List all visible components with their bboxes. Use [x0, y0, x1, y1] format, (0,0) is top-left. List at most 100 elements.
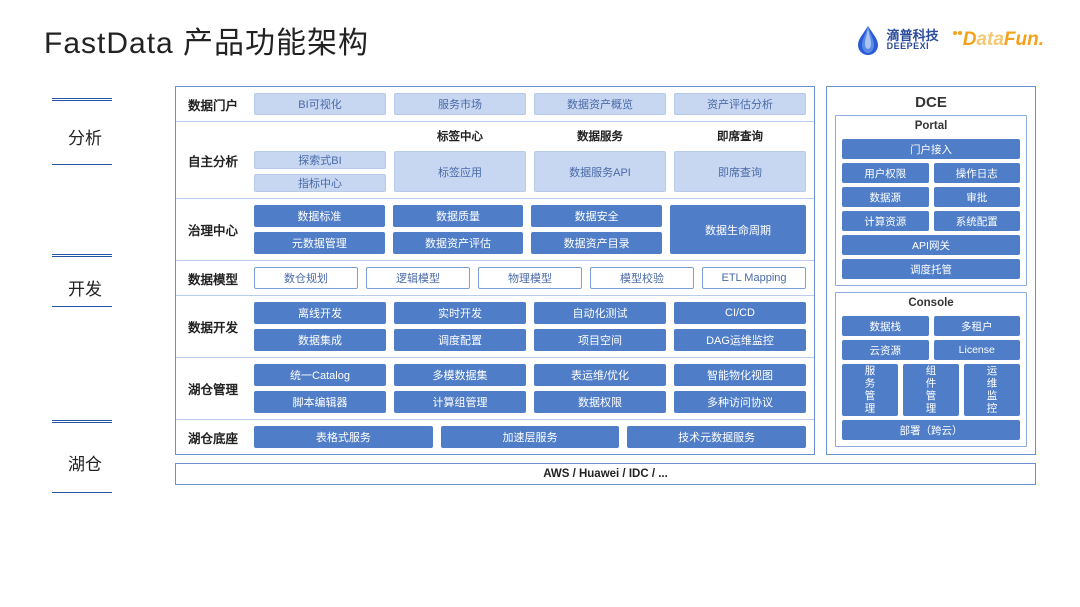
- feature-pill: ETL Mapping: [702, 267, 806, 289]
- row-label: 湖仓底座: [176, 420, 250, 454]
- dce-pill: 操作日志: [934, 163, 1021, 183]
- feature-pill: 离线开发: [254, 302, 386, 324]
- feature-pill: 服务市场: [394, 93, 526, 115]
- dce-pill: 数据栈: [842, 316, 929, 336]
- dce-group: Portal 门户接入用户权限操作日志数据源审批计算资源系统配置 API网关调度托管: [835, 115, 1027, 286]
- deepexi-logo: 滴普科技 DEEPEXI: [855, 25, 939, 55]
- dce-pill: 组件管理: [903, 364, 959, 416]
- row-body: 数仓规划逻辑模型物理模型模型校验ETL Mapping: [250, 261, 814, 295]
- feature-pill: 数据权限: [534, 391, 666, 413]
- feature-pill: 数据标准: [254, 205, 385, 227]
- header: FastData 产品功能架构 滴普科技 DEEPEXI DataFun.: [0, 0, 1080, 70]
- feature-pill: 元数据管理: [254, 232, 385, 254]
- feature-pill: 多模数据集: [394, 364, 526, 386]
- arch-row-base: 湖仓底座表格式服务加速层服务技术元数据服务: [176, 420, 814, 454]
- row-body: 数据标准数据质量数据安全元数据管理数据资产评估数据资产目录数据生命周期: [250, 199, 814, 260]
- logo-group: 滴普科技 DEEPEXI DataFun.: [855, 25, 1044, 55]
- feature-pill: 表运维/优化: [534, 364, 666, 386]
- feature-pill: 数据资产评估: [393, 232, 524, 254]
- feature-pill: 表格式服务: [254, 426, 433, 448]
- feature-pill: 数仓规划: [254, 267, 358, 289]
- row-label: 数据门户: [176, 87, 250, 121]
- dce-pill: 部署（跨云）: [842, 420, 1020, 440]
- row-body: BI可视化服务市场数据资产概览资产评估分析: [250, 87, 814, 121]
- category-divider: [52, 164, 112, 165]
- droplet-icon: [855, 25, 881, 55]
- dce-pill: 云资源: [842, 340, 929, 360]
- dce-pill: 门户接入: [842, 139, 1020, 159]
- dce-pill: License: [934, 340, 1021, 360]
- feature-pill: 调度配置: [394, 329, 526, 351]
- arch-row-model: 数据模型数仓规划逻辑模型物理模型模型校验ETL Mapping: [176, 261, 814, 296]
- row-label: 湖仓管理: [176, 358, 250, 419]
- feature-pill: 数据质量: [393, 205, 524, 227]
- category-divider: [52, 492, 112, 493]
- row-body: 表格式服务加速层服务技术元数据服务: [250, 420, 814, 454]
- feature-pill: 探索式BI: [254, 151, 386, 169]
- dce-group-title: Portal: [842, 120, 1020, 135]
- dce-title: DCE: [835, 91, 1027, 115]
- main-architecture: 数据门户BI可视化服务市场数据资产概览资产评估分析自主分析探索式BI指标中心标签…: [175, 86, 815, 455]
- feature-pill: 技术元数据服务: [627, 426, 806, 448]
- feature-pill: DAG运维监控: [674, 329, 806, 351]
- category-divider: [52, 306, 112, 307]
- feature-pill: CI/CD: [674, 302, 806, 324]
- row-body: 离线开发实时开发自动化测试CI/CD数据集成调度配置项目空间DAG运维监控: [250, 296, 814, 357]
- dce-pill: 用户权限: [842, 163, 929, 183]
- feature-pill: 实时开发: [394, 302, 526, 324]
- feature-pill: 数据资产概览: [534, 93, 666, 115]
- dce-group: Console数据栈多租户云资源License服务管理组件管理运维监控部署（跨云…: [835, 292, 1027, 447]
- category-divider: [52, 98, 112, 101]
- feature-pill: 数据集成: [254, 329, 386, 351]
- dce-group-title: Console: [842, 297, 1020, 312]
- col-header: 标签中心: [394, 128, 526, 146]
- dce-pill: API网关: [842, 235, 1020, 255]
- datafun-logo: DataFun.: [953, 29, 1044, 51]
- feature-pill: 标签应用: [394, 151, 526, 192]
- feature-pill: BI可视化: [254, 93, 386, 115]
- diagram-stage: 分析开发湖仓 数据门户BI可视化服务市场数据资产概览资产评估分析自主分析探索式B…: [0, 80, 1080, 607]
- row-label: 数据模型: [176, 261, 250, 295]
- feature-pill: 即席查询: [674, 151, 806, 192]
- row-label: 数据开发: [176, 296, 250, 357]
- feature-pill: 数据生命周期: [670, 205, 806, 254]
- feature-pill: 脚本编辑器: [254, 391, 386, 413]
- footer-bar: AWS / Huawei / IDC / ...: [175, 463, 1036, 485]
- col-header: 数据服务: [534, 128, 666, 146]
- feature-pill: 项目空间: [534, 329, 666, 351]
- feature-pill: 数据安全: [531, 205, 662, 227]
- arch-row-self: 自主分析探索式BI指标中心标签中心标签应用数据服务数据服务API即席查询即席查询: [176, 122, 814, 199]
- feature-pill: 计算组管理: [394, 391, 526, 413]
- arch-row-portal: 数据门户BI可视化服务市场数据资产概览资产评估分析: [176, 87, 814, 122]
- feature-pill: 多种访问协议: [674, 391, 806, 413]
- feature-pill: 统一Catalog: [254, 364, 386, 386]
- col-header: 即席查询: [674, 128, 806, 146]
- dce-pill: 系统配置: [934, 211, 1021, 231]
- page-title: FastData 产品功能架构: [44, 18, 369, 62]
- category-divider: [52, 254, 112, 257]
- dce-pill: 调度托管: [842, 259, 1020, 279]
- feature-pill: 资产评估分析: [674, 93, 806, 115]
- category-label: 湖仓: [0, 450, 170, 475]
- category-divider: [52, 420, 112, 423]
- dce-pill: 数据源: [842, 187, 929, 207]
- category-label: 分析: [0, 124, 170, 149]
- feature-pill: 数据服务API: [534, 151, 666, 192]
- dce-pill: 运维监控: [964, 364, 1020, 416]
- feature-pill: 加速层服务: [441, 426, 620, 448]
- row-body: 统一Catalog 多模数据集表运维/优化智能物化视图脚本编辑器计算组管理数据权限…: [250, 358, 814, 419]
- category-label: 开发: [0, 275, 170, 300]
- arch-row-dev: 数据开发离线开发实时开发自动化测试CI/CD数据集成调度配置项目空间DAG运维监…: [176, 296, 814, 358]
- dce-pill: 审批: [934, 187, 1021, 207]
- feature-pill: 物理模型: [478, 267, 582, 289]
- row-body: 探索式BI指标中心标签中心标签应用数据服务数据服务API即席查询即席查询: [250, 122, 814, 198]
- dce-panel: DCE Portal 门户接入用户权限操作日志数据源审批计算资源系统配置 API网关调…: [826, 86, 1036, 455]
- row-label: 治理中心: [176, 199, 250, 260]
- dce-pill: 计算资源: [842, 211, 929, 231]
- feature-pill: 数据资产目录: [531, 232, 662, 254]
- deepexi-en: DEEPEXI: [887, 42, 939, 51]
- feature-pill: 逻辑模型: [366, 267, 470, 289]
- arch-row-gov: 治理中心数据标准数据质量数据安全元数据管理数据资产评估数据资产目录数据生命周期: [176, 199, 814, 261]
- dce-pill: 服务管理: [842, 364, 898, 416]
- feature-pill: 智能物化视图: [674, 364, 806, 386]
